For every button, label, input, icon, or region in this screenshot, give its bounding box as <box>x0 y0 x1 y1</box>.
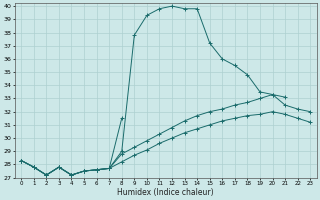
X-axis label: Humidex (Indice chaleur): Humidex (Indice chaleur) <box>117 188 214 197</box>
